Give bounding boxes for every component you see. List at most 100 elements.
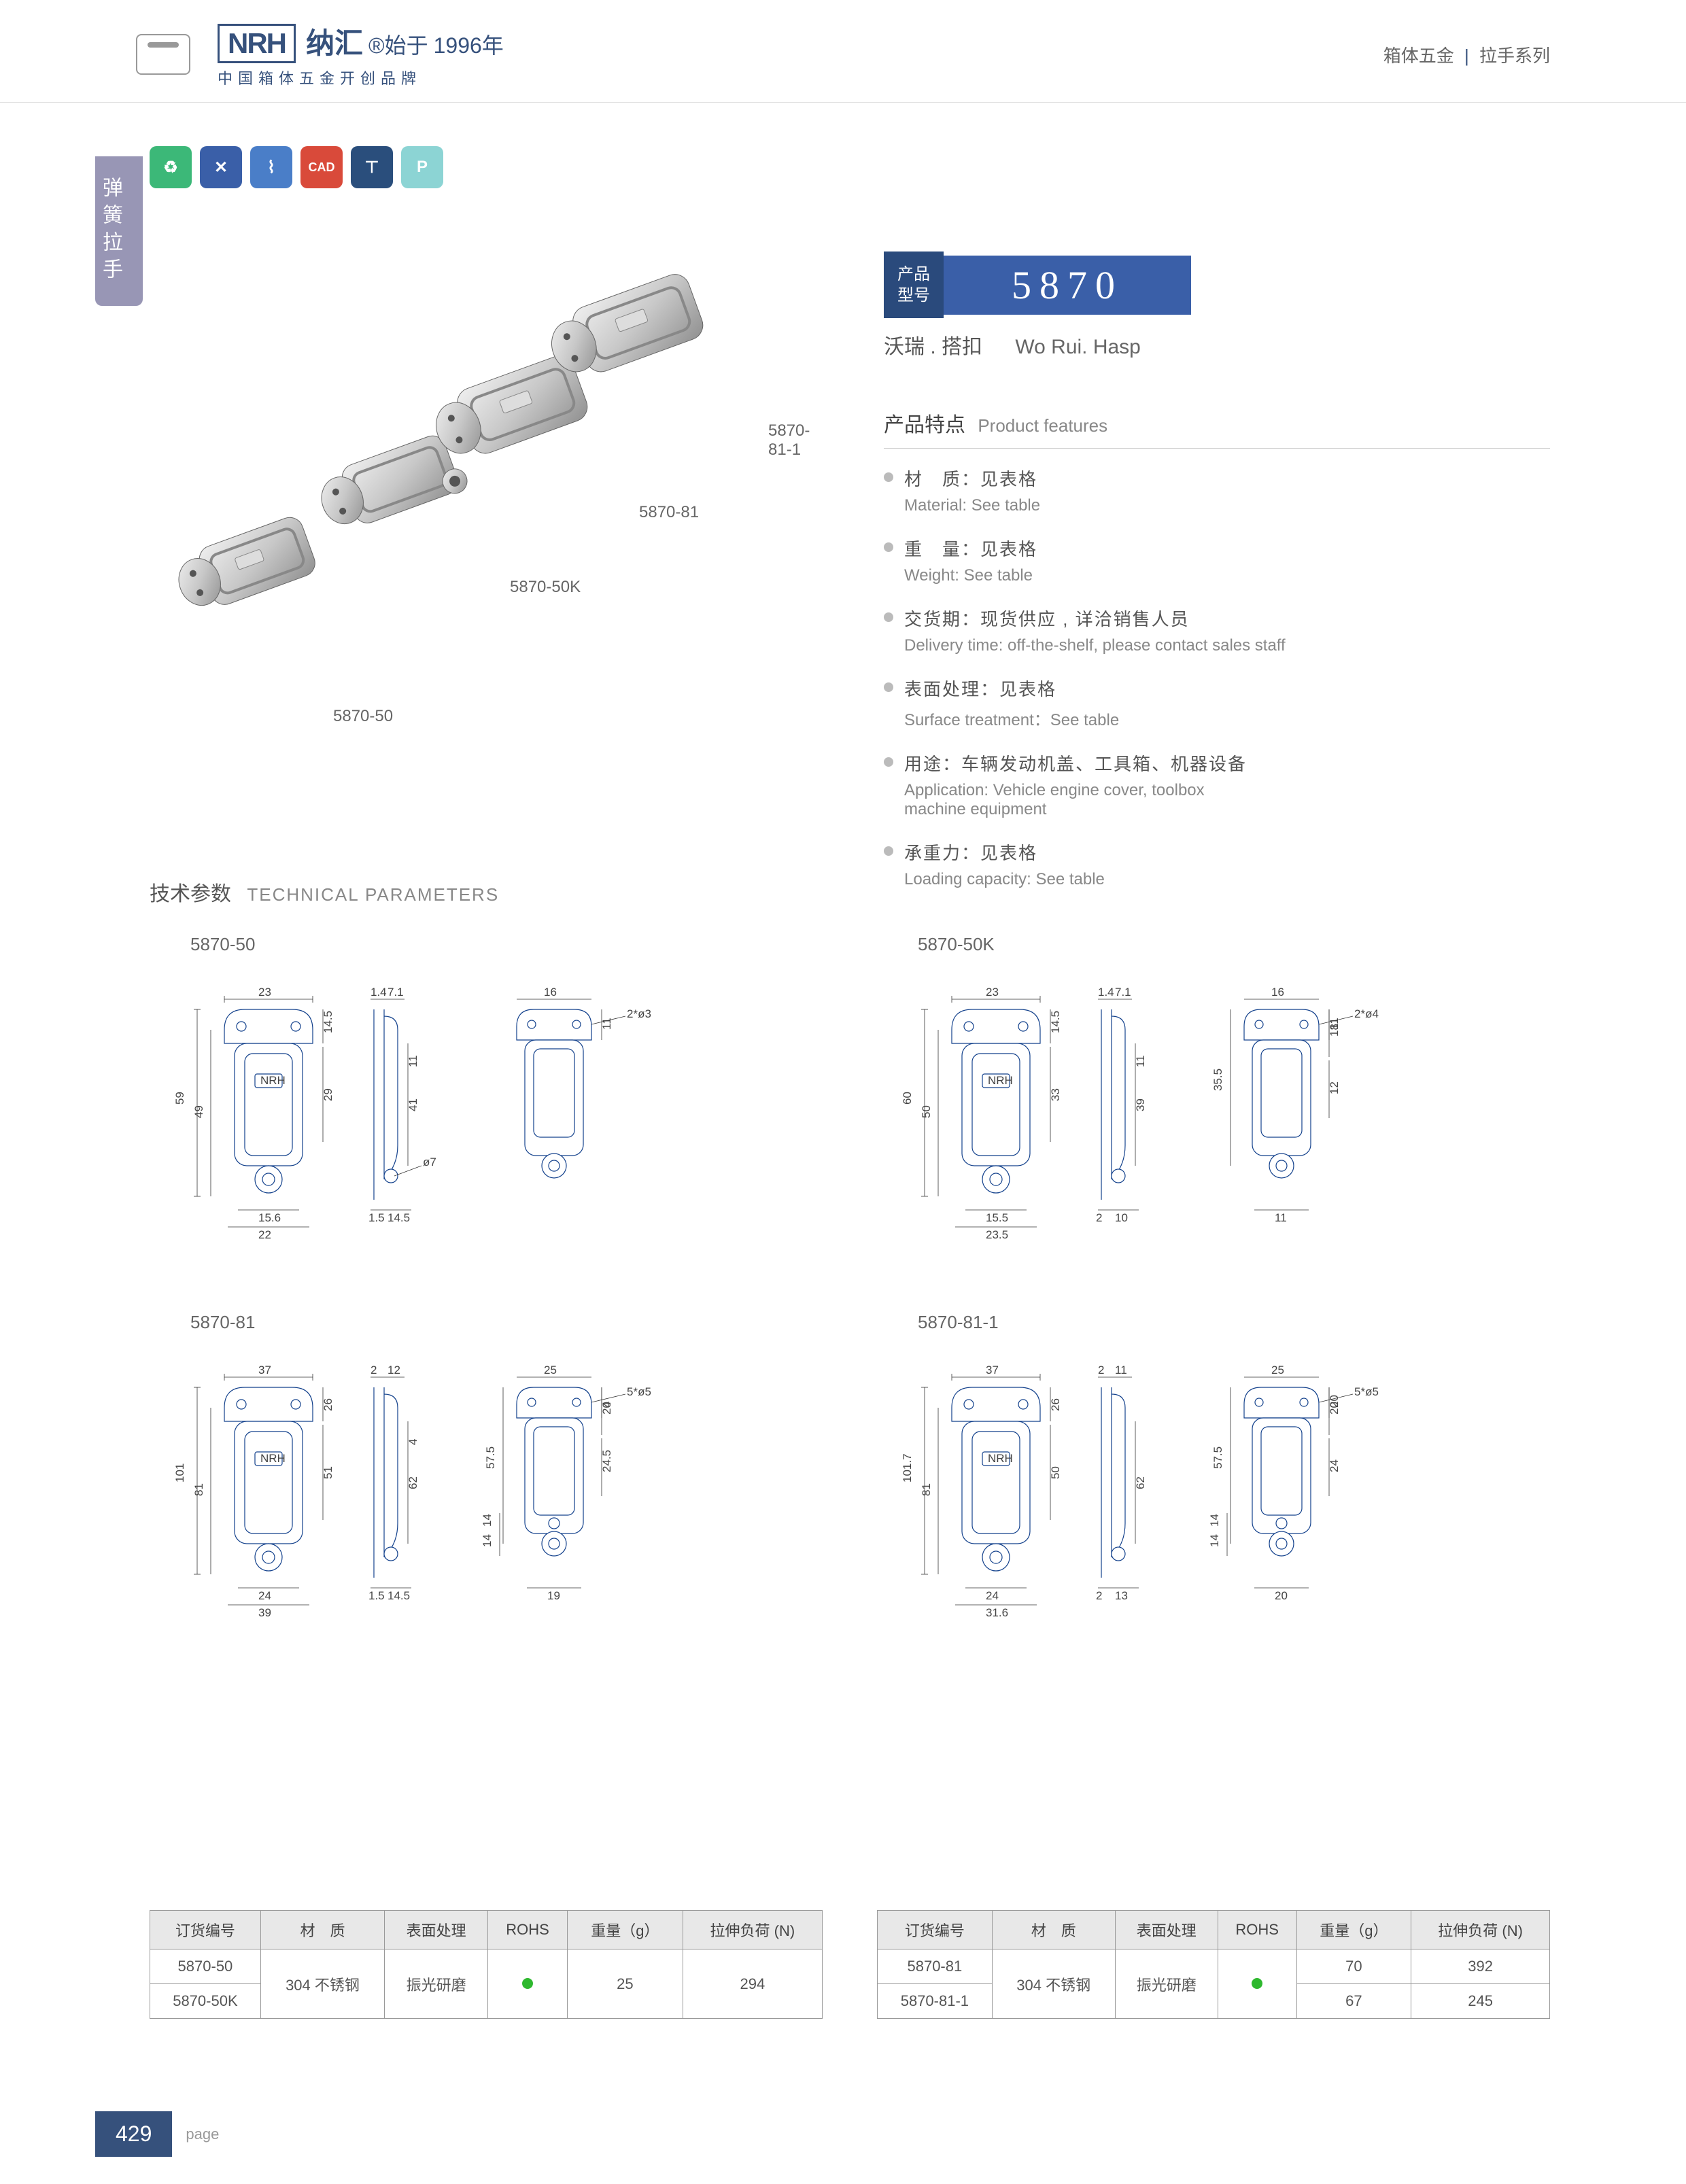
svg-text:4: 4 xyxy=(407,1439,419,1445)
diagram-svg: NRH 23 59 49 14.5 29 15.6 22 1.4 7.1 41 … xyxy=(150,969,707,1268)
svg-text:14: 14 xyxy=(1208,1534,1221,1547)
feature-item: 用途：车辆发动机盖、工具箱、机器设备 Application: Vehicle e… xyxy=(884,750,1550,819)
svg-text:25: 25 xyxy=(544,1364,557,1376)
feature-item: 重 量：见表格 Weight: See table xyxy=(884,536,1550,585)
features-title: 产品特点 Product features xyxy=(884,408,1550,449)
features-title-cn: 产品特点 xyxy=(884,414,965,436)
rohs-dot xyxy=(522,1978,533,1989)
diagram-svg: NRH 37 101.7 81 26 50 24 31.6 2 11 62 2 … xyxy=(877,1347,1434,1646)
svg-text:23: 23 xyxy=(986,986,999,999)
table-cell: 5870-50 xyxy=(150,1949,261,1984)
brand-year-prefix: ®始于 xyxy=(368,29,428,60)
svg-text:59: 59 xyxy=(173,1092,186,1105)
svg-text:2: 2 xyxy=(1096,1211,1102,1224)
svg-text:24.5: 24.5 xyxy=(600,1450,613,1472)
table-header: 重量（g） xyxy=(1296,1911,1411,1949)
svg-text:49: 49 xyxy=(192,1105,205,1118)
svg-text:81: 81 xyxy=(192,1483,205,1496)
svg-text:29: 29 xyxy=(322,1088,334,1101)
svg-text:101: 101 xyxy=(173,1463,186,1483)
svg-text:26: 26 xyxy=(322,1398,334,1411)
svg-text:11: 11 xyxy=(1134,1055,1147,1067)
model-sub-cn: 沃瑞 . 搭扣 xyxy=(884,336,982,358)
svg-text:23.5: 23.5 xyxy=(986,1228,1008,1241)
feature-en: Application: Vehicle engine cover, toolb… xyxy=(904,781,1550,819)
svg-text:14.5: 14.5 xyxy=(322,1011,334,1033)
svg-text:20: 20 xyxy=(1328,1402,1341,1415)
svg-text:12: 12 xyxy=(388,1364,400,1376)
brand-block: NRH 纳汇 ®始于 1996年 中国箱体五金开创品牌 xyxy=(218,20,504,88)
features-title-en: Product features xyxy=(978,415,1107,436)
feature-cn: 材 质：见表格 xyxy=(904,466,1550,491)
svg-text:14: 14 xyxy=(481,1534,494,1547)
svg-text:23: 23 xyxy=(258,986,271,999)
svg-text:20: 20 xyxy=(1275,1589,1288,1602)
svg-text:11: 11 xyxy=(1275,1211,1287,1224)
cad-icon: CAD xyxy=(300,146,343,188)
feature-item: 材 质：见表格 Material: See table xyxy=(884,466,1550,515)
svg-text:24: 24 xyxy=(1328,1459,1341,1472)
svg-text:NRH: NRH xyxy=(988,1452,1013,1465)
svg-text:25: 25 xyxy=(1271,1364,1284,1376)
svg-text:1.4: 1.4 xyxy=(371,986,387,999)
table-header: ROHS xyxy=(488,1911,568,1949)
p-icon: P xyxy=(401,146,443,188)
svg-text:NRH: NRH xyxy=(260,1074,286,1087)
table-cell: 304 不锈钢 xyxy=(992,1949,1115,2019)
svg-text:2*ø4: 2*ø4 xyxy=(1354,1007,1379,1020)
svg-text:37: 37 xyxy=(986,1364,999,1376)
feature-cn: 交货期：现货供应 , 详洽销售人员 xyxy=(904,606,1550,631)
svg-text:41: 41 xyxy=(407,1098,419,1111)
header-cat-2: 拉手系列 xyxy=(1479,46,1550,66)
svg-text:7.1: 7.1 xyxy=(1115,986,1131,999)
table-header: 订货编号 xyxy=(150,1911,261,1949)
feature-en: Material: See table xyxy=(904,496,1550,515)
diagram-cell: 5870-50K NRH 23 60 50 14.5 33 15.5 23.5 … xyxy=(877,934,1550,1271)
svg-text:31.6: 31.6 xyxy=(986,1606,1008,1619)
svg-text:22: 22 xyxy=(258,1228,271,1241)
brand-cn: 纳汇 xyxy=(306,20,363,62)
feature-cn: 承重力：见表格 xyxy=(904,839,1550,865)
svg-text:2*ø3: 2*ø3 xyxy=(627,1007,651,1020)
svg-text:62: 62 xyxy=(407,1476,419,1489)
feature-en: Surface treatment：See table xyxy=(904,706,1550,730)
svg-text:1.5: 1.5 xyxy=(368,1589,385,1602)
diagram-label: 5870-50K xyxy=(918,934,1550,955)
svg-text:57.5: 57.5 xyxy=(484,1446,497,1469)
svg-text:81: 81 xyxy=(920,1483,933,1496)
svg-text:11: 11 xyxy=(1115,1364,1127,1376)
diagram-svg: NRH 23 60 50 14.5 33 15.5 23.5 1.4 7.1 3… xyxy=(877,969,1434,1268)
screw-icon: ⊤ xyxy=(351,146,393,188)
page-label: page xyxy=(186,2126,219,2143)
model-number: 5870 xyxy=(944,256,1191,315)
feature-item: 表面处理：见表格Surface treatment：See table xyxy=(884,676,1550,730)
label-5870-50: 5870-50 xyxy=(333,707,393,726)
table-cell: 67 xyxy=(1296,1984,1411,2019)
feature-en: Weight: See table xyxy=(904,566,1550,585)
svg-text:14: 14 xyxy=(1208,1514,1221,1527)
table-cell: 振光研磨 xyxy=(1115,1949,1218,2019)
svg-text:11: 11 xyxy=(407,1055,419,1067)
header-category: 箱体五金 | 拉手系列 xyxy=(1383,42,1550,67)
svg-text:12: 12 xyxy=(1328,1081,1341,1094)
brand-subtitle: 中国箱体五金开创品牌 xyxy=(218,67,504,88)
diagram-label: 5870-81 xyxy=(190,1312,823,1333)
svg-text:13: 13 xyxy=(1115,1589,1128,1602)
svg-text:7.1: 7.1 xyxy=(388,986,404,999)
spec-table: 订货编号材 质表面处理ROHS重量（g）拉伸负荷 (N)5870-50304 不… xyxy=(150,1910,823,2019)
svg-text:101.7: 101.7 xyxy=(901,1453,914,1483)
table-cell xyxy=(1218,1949,1296,2019)
case-icon xyxy=(136,34,190,75)
feature-cn: 用途：车辆发动机盖、工具箱、机器设备 xyxy=(904,750,1550,776)
table-cell: 245 xyxy=(1411,1984,1550,2019)
svg-text:26: 26 xyxy=(1049,1398,1062,1411)
svg-text:16: 16 xyxy=(1271,986,1284,999)
svg-text:33: 33 xyxy=(1049,1088,1062,1101)
feature-cn: 重 量：见表格 xyxy=(904,536,1550,561)
model-sub-en: Wo Rui. Hasp xyxy=(1015,336,1141,358)
svg-text:14.5: 14.5 xyxy=(388,1589,410,1602)
tool-icon: ✕ xyxy=(200,146,242,188)
table-cell: 5870-50K xyxy=(150,1984,261,2019)
brand-year: 1996年 xyxy=(434,29,504,60)
svg-text:14.5: 14.5 xyxy=(388,1211,410,1224)
